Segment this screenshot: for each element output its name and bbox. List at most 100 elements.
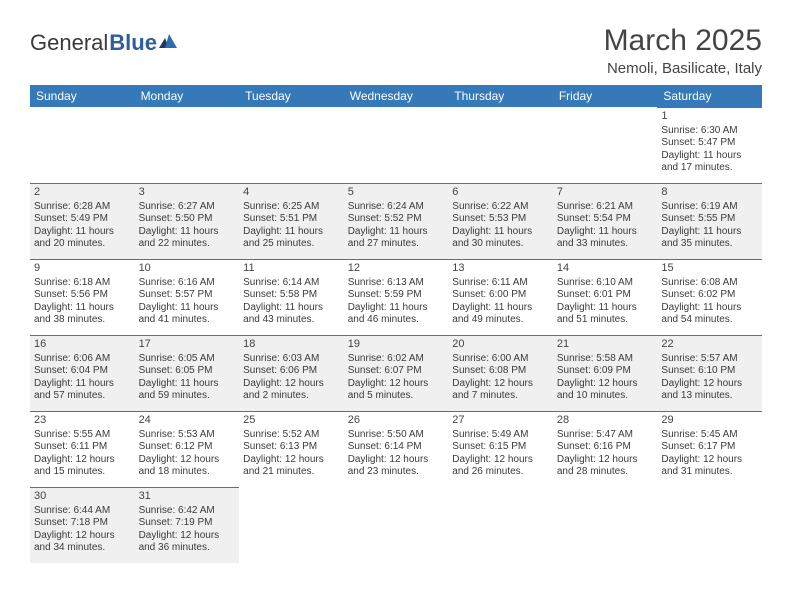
day-number: 18 xyxy=(243,338,340,352)
daylight-text: Daylight: 11 hours xyxy=(452,302,549,315)
daylight-text: Daylight: 11 hours xyxy=(557,302,654,315)
sunrise-text: Sunrise: 6:06 AM xyxy=(34,353,131,366)
daylight-text: Daylight: 12 hours xyxy=(452,378,549,391)
day-number: 15 xyxy=(661,262,758,276)
daylight-text: and 36 minutes. xyxy=(139,542,236,555)
calendar-cell: 21Sunrise: 5:58 AMSunset: 6:09 PMDayligh… xyxy=(553,335,658,411)
sunrise-text: Sunrise: 5:49 AM xyxy=(452,429,549,442)
day-number: 13 xyxy=(452,262,549,276)
calendar-cell-empty xyxy=(135,107,240,183)
sunset-text: Sunset: 6:08 PM xyxy=(452,365,549,378)
calendar-cell: 22Sunrise: 5:57 AMSunset: 6:10 PMDayligh… xyxy=(657,335,762,411)
daylight-text: Daylight: 11 hours xyxy=(661,150,758,163)
daylight-text: and 57 minutes. xyxy=(34,390,131,403)
calendar-cell: 7Sunrise: 6:21 AMSunset: 5:54 PMDaylight… xyxy=(553,183,658,259)
daylight-text: Daylight: 12 hours xyxy=(348,378,445,391)
daylight-text: Daylight: 11 hours xyxy=(348,226,445,239)
sunset-text: Sunset: 5:53 PM xyxy=(452,213,549,226)
day-number: 21 xyxy=(557,338,654,352)
day-number: 26 xyxy=(348,414,445,428)
calendar-cell-empty xyxy=(657,487,762,563)
calendar-cell-empty xyxy=(30,107,135,183)
sunset-text: Sunset: 7:18 PM xyxy=(34,517,131,530)
daylight-text: and 38 minutes. xyxy=(34,314,131,327)
daylight-text: and 21 minutes. xyxy=(243,466,340,479)
daylight-text: and 59 minutes. xyxy=(139,390,236,403)
location-text: Nemoli, Basilicate, Italy xyxy=(604,60,762,77)
sunset-text: Sunset: 6:16 PM xyxy=(557,441,654,454)
sunrise-text: Sunrise: 6:42 AM xyxy=(139,505,236,518)
calendar-cell: 4Sunrise: 6:25 AMSunset: 5:51 PMDaylight… xyxy=(239,183,344,259)
daylight-text: Daylight: 11 hours xyxy=(243,226,340,239)
daylight-text: Daylight: 11 hours xyxy=(139,378,236,391)
title-block: March 2025 Nemoli, Basilicate, Italy xyxy=(604,24,762,77)
sunset-text: Sunset: 6:13 PM xyxy=(243,441,340,454)
sunset-text: Sunset: 6:05 PM xyxy=(139,365,236,378)
day-number: 8 xyxy=(661,186,758,200)
day-number: 29 xyxy=(661,414,758,428)
day-header: Thursday xyxy=(448,85,553,107)
day-number: 25 xyxy=(243,414,340,428)
daylight-text: and 23 minutes. xyxy=(348,466,445,479)
daylight-text: Daylight: 11 hours xyxy=(452,226,549,239)
daylight-text: Daylight: 11 hours xyxy=(34,226,131,239)
month-title: March 2025 xyxy=(604,24,762,58)
sunrise-text: Sunrise: 5:57 AM xyxy=(661,353,758,366)
day-header: Sunday xyxy=(30,85,135,107)
sunrise-text: Sunrise: 6:03 AM xyxy=(243,353,340,366)
daylight-text: Daylight: 12 hours xyxy=(243,454,340,467)
sunrise-text: Sunrise: 6:27 AM xyxy=(139,201,236,214)
daylight-text: and 20 minutes. xyxy=(34,238,131,251)
sunrise-text: Sunrise: 6:16 AM xyxy=(139,277,236,290)
daylight-text: Daylight: 11 hours xyxy=(243,302,340,315)
calendar-cell-empty xyxy=(239,487,344,563)
sunrise-text: Sunrise: 5:45 AM xyxy=(661,429,758,442)
sunset-text: Sunset: 6:02 PM xyxy=(661,289,758,302)
calendar-cell: 16Sunrise: 6:06 AMSunset: 6:04 PMDayligh… xyxy=(30,335,135,411)
calendar-cell: 20Sunrise: 6:00 AMSunset: 6:08 PMDayligh… xyxy=(448,335,553,411)
sunrise-text: Sunrise: 5:47 AM xyxy=(557,429,654,442)
calendar-cell: 19Sunrise: 6:02 AMSunset: 6:07 PMDayligh… xyxy=(344,335,449,411)
sunset-text: Sunset: 5:52 PM xyxy=(348,213,445,226)
day-header: Saturday xyxy=(657,85,762,107)
sunrise-text: Sunrise: 6:21 AM xyxy=(557,201,654,214)
daylight-text: Daylight: 11 hours xyxy=(139,226,236,239)
calendar-cell: 13Sunrise: 6:11 AMSunset: 6:00 PMDayligh… xyxy=(448,259,553,335)
sunset-text: Sunset: 7:19 PM xyxy=(139,517,236,530)
daylight-text: Daylight: 11 hours xyxy=(34,302,131,315)
calendar-cell: 10Sunrise: 6:16 AMSunset: 5:57 PMDayligh… xyxy=(135,259,240,335)
sunset-text: Sunset: 6:09 PM xyxy=(557,365,654,378)
day-number: 20 xyxy=(452,338,549,352)
sunrise-text: Sunrise: 6:28 AM xyxy=(34,201,131,214)
calendar-cell: 8Sunrise: 6:19 AMSunset: 5:55 PMDaylight… xyxy=(657,183,762,259)
daylight-text: and 30 minutes. xyxy=(452,238,549,251)
calendar-cell-empty xyxy=(239,107,344,183)
daylight-text: Daylight: 12 hours xyxy=(139,530,236,543)
sunset-text: Sunset: 6:06 PM xyxy=(243,365,340,378)
calendar-cell: 31Sunrise: 6:42 AMSunset: 7:19 PMDayligh… xyxy=(135,487,240,563)
sunset-text: Sunset: 5:51 PM xyxy=(243,213,340,226)
daylight-text: and 43 minutes. xyxy=(243,314,340,327)
day-number: 31 xyxy=(139,490,236,504)
daylight-text: and 10 minutes. xyxy=(557,390,654,403)
daylight-text: and 15 minutes. xyxy=(34,466,131,479)
daylight-text: and 41 minutes. xyxy=(139,314,236,327)
sunset-text: Sunset: 6:07 PM xyxy=(348,365,445,378)
daylight-text: and 33 minutes. xyxy=(557,238,654,251)
calendar-cell: 15Sunrise: 6:08 AMSunset: 6:02 PMDayligh… xyxy=(657,259,762,335)
daylight-text: and 26 minutes. xyxy=(452,466,549,479)
brand-part2: Blue xyxy=(109,30,157,56)
sunrise-text: Sunrise: 6:22 AM xyxy=(452,201,549,214)
sunset-text: Sunset: 5:54 PM xyxy=(557,213,654,226)
day-number: 14 xyxy=(557,262,654,276)
sunrise-text: Sunrise: 6:18 AM xyxy=(34,277,131,290)
calendar-cell: 17Sunrise: 6:05 AMSunset: 6:05 PMDayligh… xyxy=(135,335,240,411)
daylight-text: and 27 minutes. xyxy=(348,238,445,251)
daylight-text: and 7 minutes. xyxy=(452,390,549,403)
sunrise-text: Sunrise: 5:53 AM xyxy=(139,429,236,442)
sunset-text: Sunset: 6:14 PM xyxy=(348,441,445,454)
sunset-text: Sunset: 6:10 PM xyxy=(661,365,758,378)
calendar-cell-empty xyxy=(344,107,449,183)
daylight-text: and 46 minutes. xyxy=(348,314,445,327)
day-number: 17 xyxy=(139,338,236,352)
